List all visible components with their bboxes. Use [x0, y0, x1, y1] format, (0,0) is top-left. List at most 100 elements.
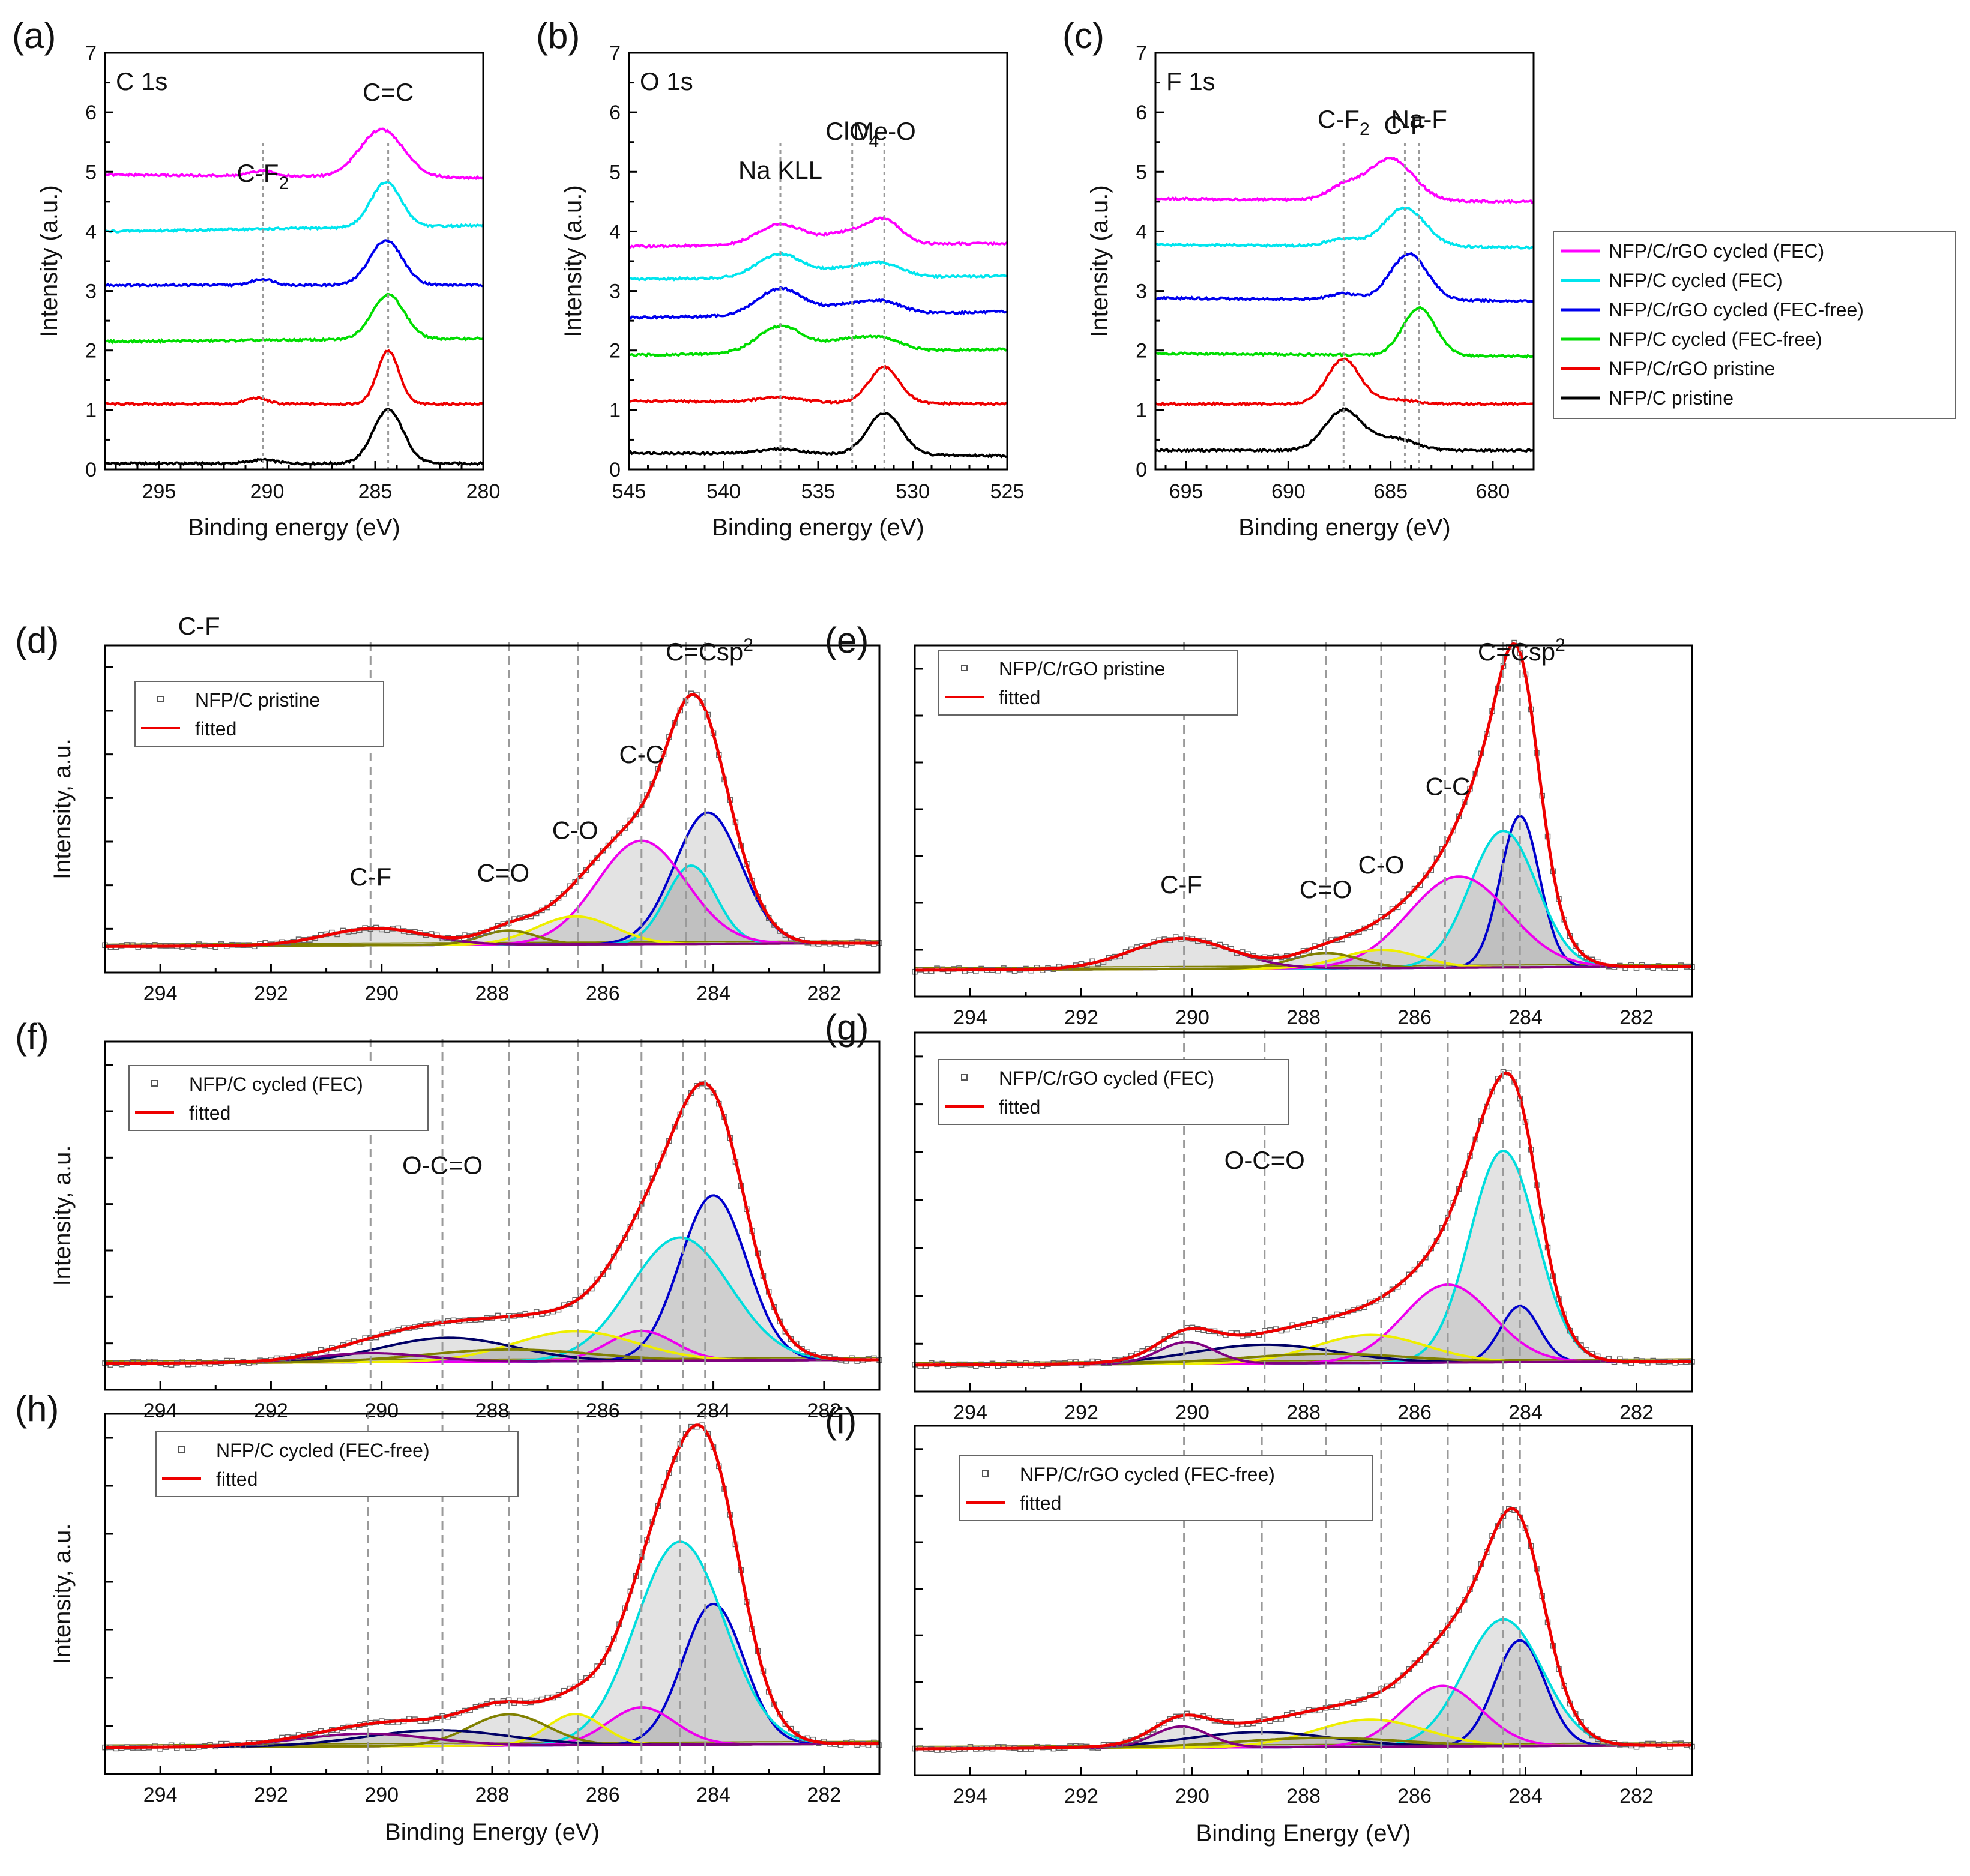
panel-b: 0 1 2 3 4 5 6 7 545 540 535 530 525 (b) O 1s Binding en…: [536, 16, 1024, 541]
xtick-label-e-4: 286: [1397, 1006, 1432, 1029]
xtick-label-g-4: 286: [1397, 1401, 1432, 1424]
panel-title-c: F 1s: [1166, 67, 1215, 95]
fit-legend-data-marker-f: [151, 1080, 158, 1087]
fit-legend-fit-f: fitted: [189, 1102, 230, 1124]
xtick-label-g-3: 288: [1286, 1401, 1321, 1424]
series-line-a-5: [104, 127, 484, 181]
ytick-label-b-0: 0: [609, 459, 621, 481]
peak-annotation-d-2: C-O: [552, 816, 598, 844]
fit-legend-data-e: NFP/C/rGO pristine: [999, 658, 1165, 680]
xtick-label-e-1: 292: [1064, 1006, 1098, 1029]
xtick-label-a-1: 290: [250, 480, 285, 503]
series-line-b-0: [628, 412, 1008, 459]
xtick-label-a-0: 295: [142, 480, 176, 503]
series-line-a-2: [104, 292, 484, 345]
fitted-envelope-i: [915, 1507, 1693, 1751]
panel-label-a: (a): [12, 16, 56, 56]
fit-legend-data-marker-h: [178, 1446, 185, 1453]
series-line-a-3: [104, 239, 484, 288]
xtick-label-f-0: 294: [143, 1399, 178, 1422]
series-line-c-3: [1155, 252, 1534, 304]
ytick-label-a-4: 4: [85, 220, 97, 243]
peak-annotation-f-0: O-C=O: [402, 1151, 483, 1179]
peak-annotation-c-0: C-F2: [1318, 105, 1370, 139]
xtick-label-h-2: 290: [364, 1784, 399, 1806]
top-note-d: C-F: [178, 612, 220, 640]
panel-label-h: (h): [15, 1389, 59, 1429]
baseline-aux-f: [105, 1357, 879, 1362]
ytick-label-a-1: 1: [85, 399, 97, 422]
legend-entry-4: NFP/C/rGO pristine: [1609, 358, 1775, 379]
data-point-i: [1423, 1649, 1429, 1656]
fit-legend-e: [938, 650, 1238, 716]
fit-legend-fit-i: fitted: [1020, 1492, 1061, 1514]
ytick-label-b-1: 1: [609, 399, 621, 422]
component-fill-e-2: [915, 876, 1692, 970]
panel-label-d: (d): [15, 620, 59, 660]
xtick-label-g-1: 292: [1064, 1401, 1098, 1424]
series-line-a-1: [104, 349, 484, 407]
component-fill-e-4: [915, 953, 1692, 970]
fit-legend-i: [959, 1455, 1373, 1521]
xtick-label-e-2: 290: [1175, 1006, 1209, 1029]
peak-annotation-e-4: C=C: [1478, 638, 1529, 666]
peak-annotation-d-1: C=O: [477, 858, 530, 887]
component-fill-i-2: [915, 1686, 1692, 1749]
xtick-label-h-5: 284: [696, 1784, 730, 1806]
ytick-label-a-3: 3: [85, 280, 97, 303]
panel-a: 0 1 2 3 4 5 6 7 295 290 285 280 (a) C 1s Binding energ…: [12, 16, 500, 541]
fitted-envelope-g: [915, 1071, 1692, 1367]
x-axis-label-i: Binding Energy (eV): [1196, 1820, 1411, 1847]
ytick-label-b-2: 2: [609, 340, 621, 363]
xtick-label-f-2: 290: [364, 1399, 399, 1422]
y-axis-label-a: Intensity (a.u.): [36, 185, 62, 337]
panel-e: 294 292 290 288 286 284 282 (e) NFP/C/rGO pristi…: [825, 620, 1695, 1029]
xtick-label-e-0: 294: [953, 1006, 987, 1029]
fit-legend-d: [134, 681, 384, 747]
series-line-a-4: [104, 180, 484, 234]
panel-i: 294 292 290 288 286 284 282 (i) Binding Energy (…: [825, 1401, 1695, 1847]
component-fill-e-1: [915, 831, 1692, 970]
panel-c: 0 1 2 3 4 5 6 7 695 690 685 680 (c) F 1s Binding energ…: [1062, 16, 1535, 541]
series-line-c-1: [1154, 357, 1534, 407]
xtick-label-h-4: 286: [586, 1784, 620, 1806]
component-fill-h-5: [105, 1730, 879, 1748]
component-fill-g-2: [915, 1285, 1692, 1365]
xtick-label-g-5: 284: [1508, 1401, 1543, 1424]
xtick-label-g-0: 294: [953, 1401, 987, 1424]
ytick-label-c-1: 1: [1136, 399, 1147, 422]
plot-frame-a: [104, 52, 484, 471]
xtick-label-d-6: 282: [807, 982, 841, 1005]
component-fill-h-1: [105, 1542, 879, 1748]
ytick-label-c-6: 6: [1136, 101, 1147, 124]
ytick-label-b-6: 6: [609, 101, 621, 124]
xtick-label-f-4: 286: [586, 1399, 620, 1422]
legend-entry-5: NFP/C pristine: [1609, 387, 1734, 409]
xtick-label-h-6: 282: [807, 1784, 841, 1806]
component-fill-f-1: [105, 1237, 879, 1363]
peak-annotation-e-2: C-O: [1358, 851, 1405, 879]
xtick-label-a-2: 285: [358, 480, 393, 503]
fit-legend-fit-d: fitted: [195, 718, 236, 740]
panel-f: 294 292 290 288 286 284 282 (f) Intensity, a.u. N…: [15, 1016, 882, 1422]
xtick-label-b-4: 525: [990, 480, 1025, 503]
xtick-label-h-1: 292: [254, 1784, 288, 1806]
data-point-h: [589, 1672, 595, 1678]
x-axis-label-h: Binding Energy (eV): [385, 1819, 600, 1845]
y-axis-label-b: Intensity (a.u.): [560, 185, 586, 337]
legend-entry-1: NFP/C cycled (FEC): [1609, 270, 1783, 291]
component-fill-i-4: [915, 1732, 1692, 1749]
data-point-i: [1583, 1727, 1589, 1733]
xtick-label-b-2: 535: [801, 480, 836, 503]
x-axis-label-c: Binding energy (eV): [1238, 514, 1451, 541]
xtick-label-h-0: 294: [143, 1784, 178, 1806]
component-fill-h-0: [105, 1603, 879, 1748]
ytick-label-b-5: 5: [609, 161, 621, 184]
ytick-label-c-4: 4: [1136, 220, 1147, 243]
peak-annotation-b-0: Na KLL: [738, 156, 822, 184]
xtick-label-b-0: 545: [612, 480, 646, 503]
panel-d: 294 292 290 288 286 284 282 (d) Intensity, a.u. C…: [15, 612, 882, 1005]
fit-legend-data-marker-g: [961, 1074, 968, 1081]
data-point-d: [577, 873, 584, 879]
